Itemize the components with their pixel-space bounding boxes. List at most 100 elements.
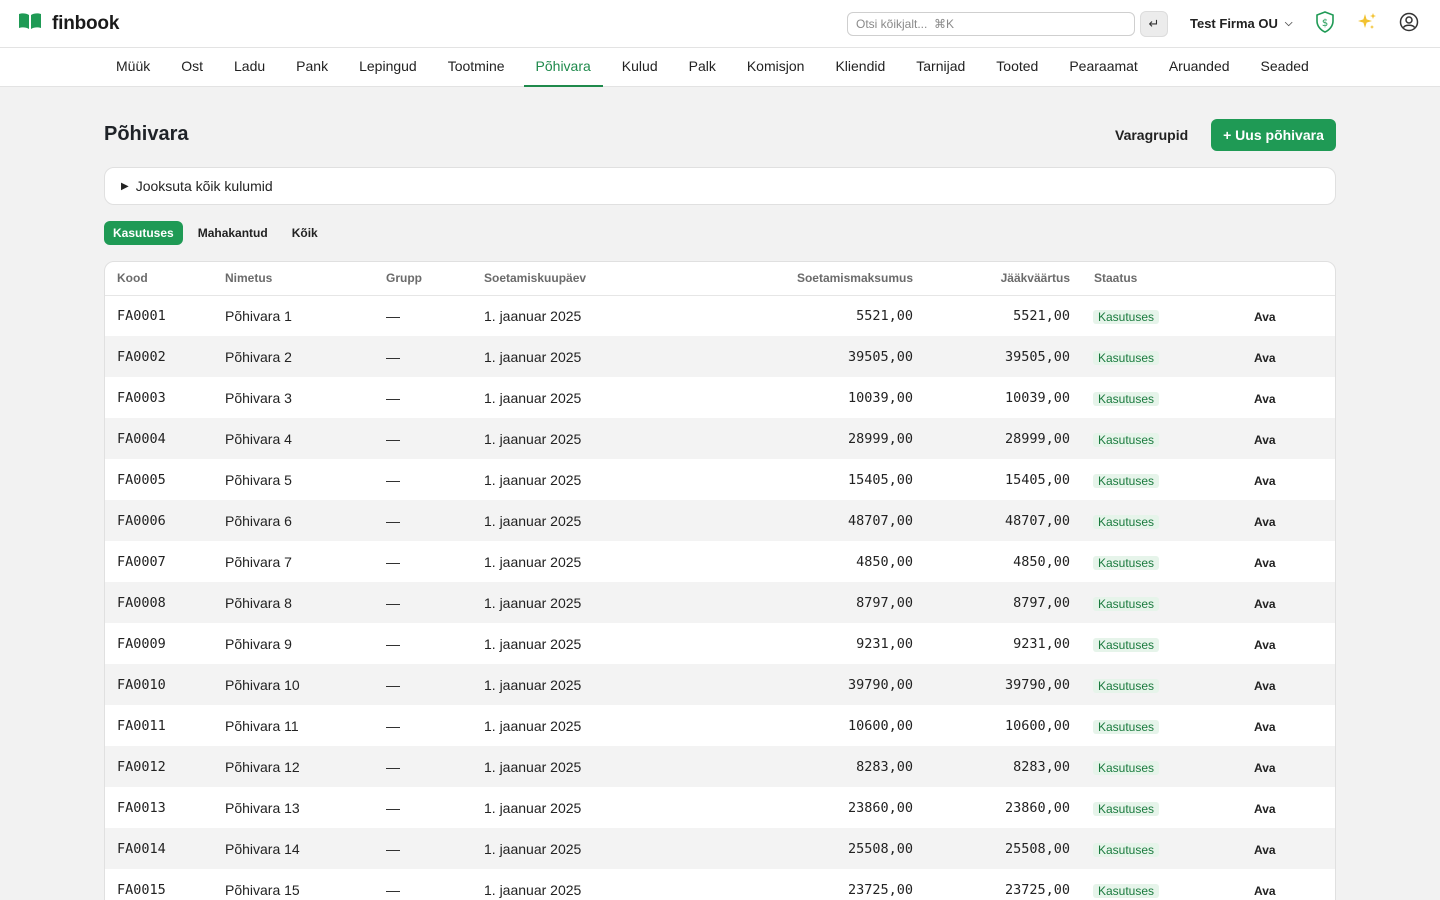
cell-status: Kasutuses <box>1070 623 1230 664</box>
open-asset-link[interactable]: Ava <box>1254 555 1276 570</box>
table-row[interactable]: FA0012 Põhivara 12 — 1. jaanuar 2025 8283,00… <box>105 746 1335 787</box>
nav-item-pank[interactable]: Pank <box>296 58 329 74</box>
col-header-group[interactable]: Grupp <box>386 262 484 296</box>
search-submit-button[interactable]: ↵ <box>1140 11 1168 37</box>
ai-assistant-button[interactable] <box>1355 12 1379 36</box>
nav-item-tooted[interactable]: Tooted <box>996 58 1039 74</box>
table-row[interactable]: FA0011 Põhivara 11 — 1. jaanuar 2025 10600,0… <box>105 705 1335 746</box>
col-header-acquisition-cost[interactable]: Soetamismaksumus <box>654 262 913 296</box>
open-asset-link[interactable]: Ava <box>1254 719 1276 734</box>
open-asset-link[interactable]: Ava <box>1254 391 1276 406</box>
open-asset-link[interactable]: Ava <box>1254 678 1276 693</box>
open-asset-link[interactable]: Ava <box>1254 596 1276 611</box>
cell-name: Põhivara 6 <box>225 512 292 529</box>
cell-acquisition-date: 1. jaanuar 2025 <box>484 307 582 324</box>
table-row[interactable]: FA0014 Põhivara 14 — 1. jaanuar 2025 25508,0… <box>105 828 1335 869</box>
nav-item-kliendid[interactable]: Kliendid <box>835 58 886 74</box>
cell-status: Kasutuses <box>1070 418 1230 459</box>
open-asset-link[interactable]: Ava <box>1254 760 1276 775</box>
status-badge: Kasutuses <box>1093 391 1160 406</box>
open-asset-link[interactable]: Ava <box>1254 473 1276 488</box>
table-row[interactable]: FA0007 Põhivara 7 — 1. jaanuar 2025 4850,00 4… <box>105 541 1335 582</box>
cell-acquisition-cost: 28999,00 <box>847 430 913 447</box>
open-asset-link[interactable]: Ava <box>1254 432 1276 447</box>
shield-dollar-icon: $ <box>1315 10 1335 38</box>
cell-residual-value: 48707,00 <box>1004 512 1070 529</box>
cell-code: FA0001 <box>117 307 166 324</box>
open-asset-link[interactable]: Ava <box>1254 842 1276 857</box>
open-asset-link[interactable]: Ava <box>1254 309 1276 324</box>
status-badge: Kasutuses <box>1093 637 1160 652</box>
open-asset-link[interactable]: Ava <box>1254 801 1276 816</box>
cell-name: Põhivara 12 <box>225 758 300 775</box>
cell-residual-value: 25508,00 <box>1004 840 1070 857</box>
table-row[interactable]: FA0002 Põhivara 2 — 1. jaanuar 2025 39505,00… <box>105 336 1335 377</box>
cell-group: — <box>386 430 400 447</box>
cell-name: Põhivara 11 <box>225 717 299 734</box>
cell-code: FA0005 <box>117 471 166 488</box>
run-depreciations-toggle[interactable]: ▶ Jooksuta kõik kulumid <box>104 167 1336 205</box>
search-input[interactable] <box>847 12 1135 36</box>
user-menu-button[interactable] <box>1397 12 1421 36</box>
filter-tab-mahakantud[interactable]: Mahakantud <box>197 226 268 240</box>
cell-name: Põhivara 1 <box>225 307 292 324</box>
cell-residual-value: 15405,00 <box>1004 471 1070 488</box>
filter-tab-kõik[interactable]: Kõik <box>291 226 318 240</box>
open-asset-link[interactable]: Ava <box>1254 883 1276 898</box>
nav-item-põhivara[interactable]: Põhivara <box>523 48 604 87</box>
company-switcher[interactable]: Test Firma OU ⌵ <box>1190 16 1292 31</box>
brand[interactable]: finbook <box>18 12 119 35</box>
col-header-acquisition-date[interactable]: Soetamiskuupäev <box>484 262 654 296</box>
nav-item-lepingud[interactable]: Lepingud <box>359 58 417 74</box>
nav-item-tarnijad[interactable]: Tarnijad <box>916 58 966 74</box>
nav-item-kulud[interactable]: Kulud <box>621 58 658 74</box>
open-asset-link[interactable]: Ava <box>1254 514 1276 529</box>
col-header-name[interactable]: Nimetus <box>225 262 386 296</box>
col-header-status[interactable]: Staatus <box>1070 262 1230 296</box>
table-row[interactable]: FA0013 Põhivara 13 — 1. jaanuar 2025 23860,0… <box>105 787 1335 828</box>
table-row[interactable]: FA0008 Põhivara 8 — 1. jaanuar 2025 8797,00 8… <box>105 582 1335 623</box>
cell-actions: Ava <box>1230 746 1335 787</box>
table-row[interactable]: FA0004 Põhivara 4 — 1. jaanuar 2025 28999,00… <box>105 418 1335 459</box>
cell-residual-value: 5521,00 <box>1013 307 1070 324</box>
nav-item-seaded[interactable]: Seaded <box>1260 58 1309 74</box>
cell-residual-value: 8283,00 <box>1013 758 1070 775</box>
nav-item-ost[interactable]: Ost <box>181 58 204 74</box>
open-asset-link[interactable]: Ava <box>1254 637 1276 652</box>
cell-group: — <box>386 758 400 775</box>
table-row[interactable]: FA0015 Põhivara 15 — 1. jaanuar 2025 23725,0… <box>105 869 1335 900</box>
table-row[interactable]: FA0009 Põhivara 9 — 1. jaanuar 2025 9231,00 9… <box>105 623 1335 664</box>
nav-item-müük[interactable]: Müük <box>116 58 151 74</box>
asset-groups-button[interactable]: Varagrupid <box>1115 127 1189 143</box>
cell-group: — <box>386 881 400 898</box>
top-bar: finbook ↵ Test Firma OU ⌵ $ <box>0 0 1440 48</box>
nav-item-ladu[interactable]: Ladu <box>234 58 266 74</box>
chevron-down-icon: ⌵ <box>1284 18 1293 29</box>
nav-item-pearaamat[interactable]: Pearaamat <box>1069 58 1138 74</box>
cell-residual-value: 39790,00 <box>1004 676 1070 693</box>
enter-icon: ↵ <box>1148 16 1160 31</box>
page-title: Põhivara <box>104 123 189 145</box>
nav-item-komisjon[interactable]: Komisjon <box>746 58 805 74</box>
nav-item-aruanded[interactable]: Aruanded <box>1168 58 1230 74</box>
cell-group: — <box>386 635 400 652</box>
table-row[interactable]: FA0003 Põhivara 3 — 1. jaanuar 2025 10039,00… <box>105 377 1335 418</box>
nav-item-palk[interactable]: Palk <box>688 58 716 74</box>
status-badge: Kasutuses <box>1093 432 1160 447</box>
filter-tab-kasutuses[interactable]: Kasutuses <box>104 221 183 245</box>
table-row[interactable]: FA0005 Põhivara 5 — 1. jaanuar 2025 15405,00… <box>105 459 1335 500</box>
cell-status: Kasutuses <box>1070 336 1230 377</box>
table-row[interactable]: FA0001 Põhivara 1 — 1. jaanuar 2025 5521,00 5… <box>105 295 1335 336</box>
open-asset-link[interactable]: Ava <box>1254 350 1276 365</box>
shield-button[interactable]: $ <box>1313 10 1337 38</box>
cell-acquisition-cost: 25508,00 <box>847 840 913 857</box>
table-row[interactable]: FA0010 Põhivara 10 — 1. jaanuar 2025 39790,0… <box>105 664 1335 705</box>
cell-group: — <box>386 348 400 365</box>
nav-item-tootmine[interactable]: Tootmine <box>447 58 505 74</box>
cell-actions: Ava <box>1230 869 1335 900</box>
cell-residual-value: 23725,00 <box>1004 881 1070 898</box>
new-asset-button[interactable]: + Uus põhivara <box>1211 119 1336 151</box>
table-row[interactable]: FA0006 Põhivara 6 — 1. jaanuar 2025 48707,00… <box>105 500 1335 541</box>
col-header-residual-value[interactable]: Jääkväärtus <box>913 262 1070 296</box>
col-header-code[interactable]: Kood <box>105 262 225 296</box>
